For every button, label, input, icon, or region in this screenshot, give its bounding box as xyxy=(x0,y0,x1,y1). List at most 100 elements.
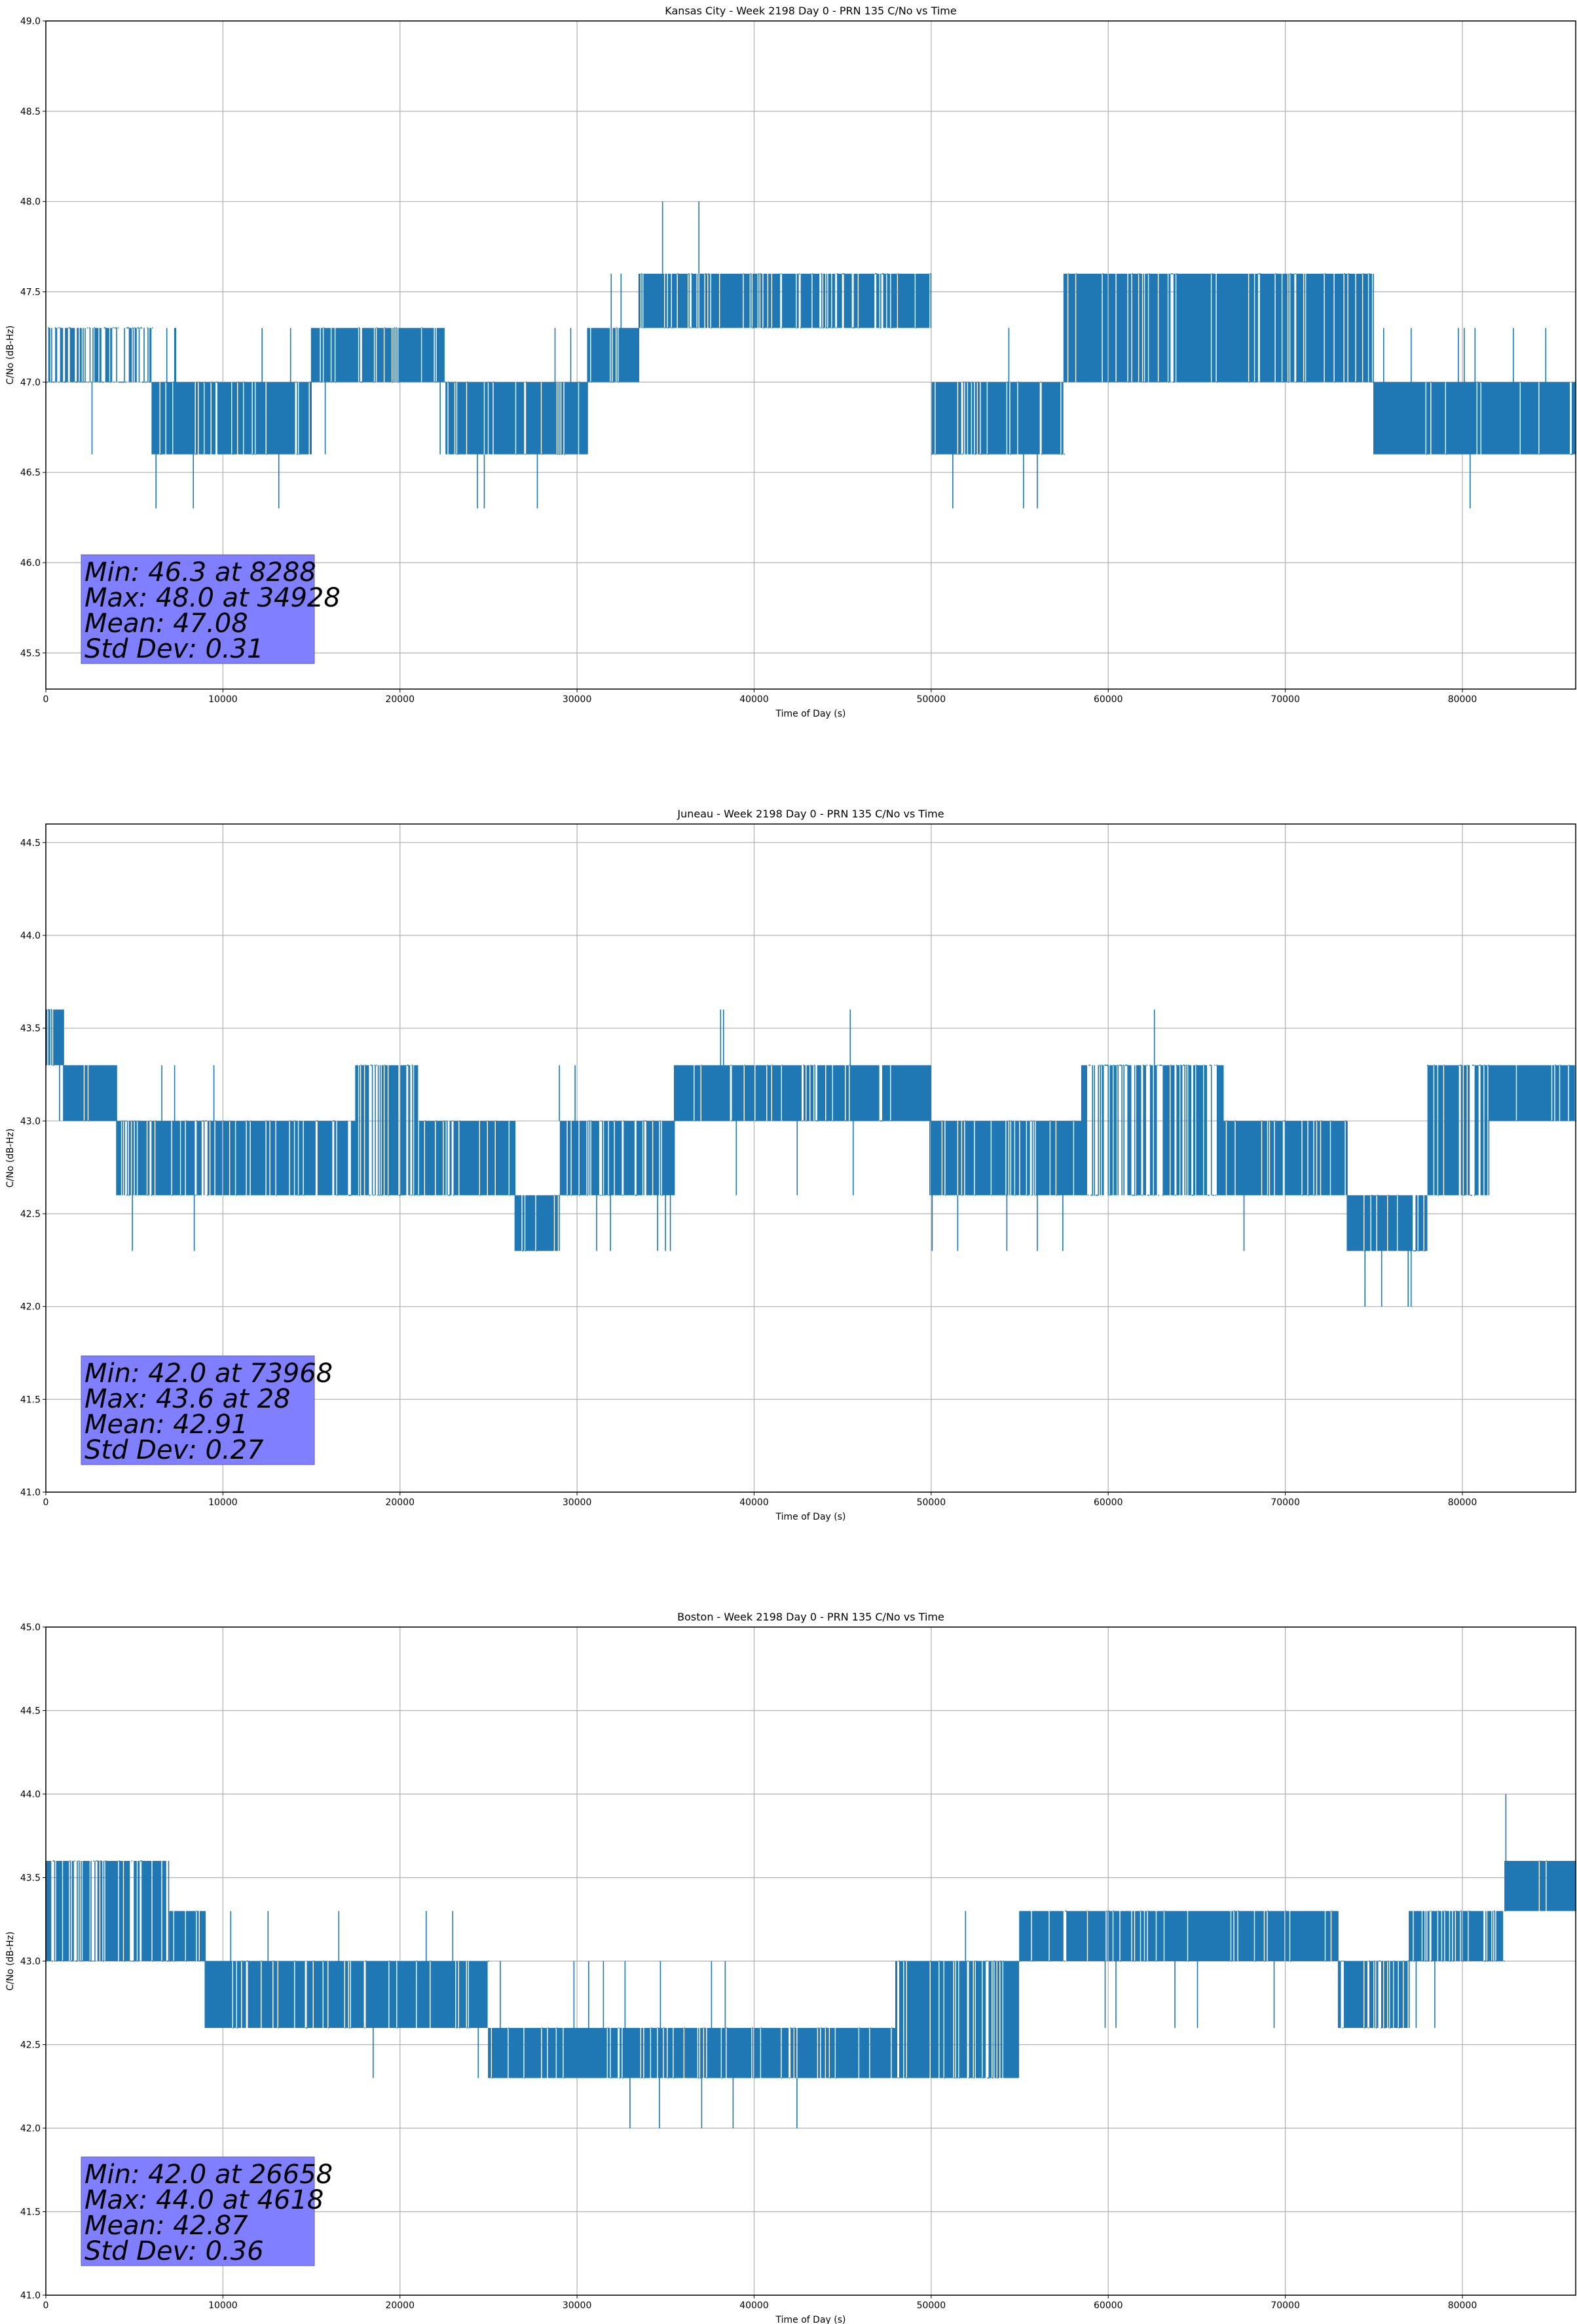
x-tick-label: 70000 xyxy=(1271,2300,1300,2311)
series-line xyxy=(587,273,640,383)
stat-mean: Mean: 47.08 xyxy=(84,609,248,639)
x-tick-label: 50000 xyxy=(917,2300,946,2311)
stat-std-dev: Std Dev: 0.27 xyxy=(84,1435,264,1465)
x-tick-label: 30000 xyxy=(563,2300,592,2311)
series-line xyxy=(488,1961,896,2128)
x-tick-label: 70000 xyxy=(1271,694,1300,705)
stat-std-dev: Std Dev: 0.31 xyxy=(84,634,264,664)
series-line xyxy=(1488,1064,1576,1122)
stat-std-dev: Std Dev: 0.36 xyxy=(84,2236,264,2266)
x-tick-label: 20000 xyxy=(385,2300,415,2311)
stat-max: Max: 44.0 at 4618 xyxy=(84,2185,324,2215)
y-tick-label: 46.0 xyxy=(20,558,41,569)
chart-title: Kansas City - Week 2198 Day 0 - PRN 135 … xyxy=(665,5,956,17)
stat-min: Min: 42.0 at 73968 xyxy=(84,1359,333,1389)
stat-mean: Mean: 42.91 xyxy=(84,1410,248,1440)
x-tick-label: 20000 xyxy=(385,694,415,705)
series-line xyxy=(1337,1960,1410,2029)
series-line xyxy=(1019,1910,1339,2028)
x-tick-label: 40000 xyxy=(739,694,769,705)
y-tick-label: 41.5 xyxy=(20,2207,41,2218)
x-tick-label: 70000 xyxy=(1271,1497,1300,1508)
x-tick-label: 10000 xyxy=(208,2300,238,2311)
series-line xyxy=(45,1009,64,1121)
stats-box: Min: 42.0 at 73968 Max: 43.6 at 28 Mean:… xyxy=(81,1355,333,1465)
series-line xyxy=(355,1064,418,1196)
series-line xyxy=(1063,273,1374,383)
y-tick-label: 43.0 xyxy=(20,1957,41,1967)
panel-boston: Boston - Week 2198 Day 0 - PRN 135 C/No … xyxy=(5,1611,1576,2324)
stats-box-background xyxy=(81,1355,315,1465)
stat-max: Max: 48.0 at 34928 xyxy=(84,583,341,613)
x-tick-label: 40000 xyxy=(739,1497,769,1508)
series-line xyxy=(417,1120,516,1196)
panel-kansas-city: Kansas City - Week 2198 Day 0 - PRN 135 … xyxy=(5,5,1576,719)
y-tick-label: 47.0 xyxy=(20,377,41,388)
chart-title: Boston - Week 2198 Day 0 - PRN 135 C/No … xyxy=(677,1611,944,1623)
series-line xyxy=(514,1194,560,1252)
y-tick-label: 49.0 xyxy=(20,16,41,27)
series-line xyxy=(116,1065,356,1251)
y-tick-label: 44.5 xyxy=(20,1706,41,1717)
stat-max: Max: 43.6 at 28 xyxy=(84,1384,290,1414)
series-line xyxy=(559,1065,675,1251)
series-line xyxy=(1373,328,1576,509)
series-line xyxy=(931,328,1065,509)
series-line xyxy=(204,1911,489,2078)
y-axis-label: C/No (dB-Hz) xyxy=(5,1932,16,1991)
plot-frame xyxy=(45,20,1576,690)
series-line xyxy=(1223,1120,1348,1251)
series-line xyxy=(169,1910,206,1962)
x-axis-label: Time of Day (s) xyxy=(775,709,846,719)
x-tick-label: 30000 xyxy=(563,694,592,705)
series-line xyxy=(310,327,447,455)
series-line xyxy=(674,1009,932,1195)
y-tick-label: 48.0 xyxy=(20,197,41,208)
series-line xyxy=(63,1065,117,1122)
y-tick-label: 41.0 xyxy=(20,2291,41,2301)
plot-frame xyxy=(45,1626,1576,2296)
series-line xyxy=(1346,1194,1428,1307)
x-tick-label: 30000 xyxy=(563,1497,592,1508)
y-tick-label: 44.0 xyxy=(20,1790,41,1800)
series-line xyxy=(1504,1794,1576,1911)
y-tick-label: 45.0 xyxy=(20,1622,41,1633)
x-tick-label: 50000 xyxy=(917,1497,946,1508)
x-tick-label: 80000 xyxy=(1448,694,1477,705)
x-tick-label: 80000 xyxy=(1448,2300,1477,2311)
y-tick-label: 42.0 xyxy=(20,2124,41,2134)
series-line xyxy=(445,328,588,509)
x-tick-label: 50000 xyxy=(917,694,946,705)
y-tick-label: 43.5 xyxy=(20,1024,41,1034)
panel-juneau: Juneau - Week 2198 Day 0 - PRN 135 C/No … xyxy=(5,808,1576,1522)
y-tick-label: 44.0 xyxy=(20,931,41,941)
series-line xyxy=(151,328,312,509)
x-tick-label: 40000 xyxy=(739,2300,769,2311)
x-tick-label: 0 xyxy=(43,2300,49,2311)
x-tick-label: 80000 xyxy=(1448,1497,1477,1508)
chart-title: Juneau - Week 2198 Day 0 - PRN 135 C/No … xyxy=(677,808,944,820)
y-tick-label: 41.0 xyxy=(20,1488,41,1498)
plot-frame xyxy=(45,823,1576,1493)
y-axis-label: C/No (dB-Hz) xyxy=(5,1129,16,1188)
stats-box: Min: 46.3 at 8288 Max: 48.0 at 34928 Mea… xyxy=(81,554,341,664)
stats-box-background xyxy=(81,2156,315,2266)
y-tick-label: 47.5 xyxy=(20,288,41,298)
y-tick-label: 42.5 xyxy=(20,2040,41,2051)
x-tick-label: 10000 xyxy=(208,1497,238,1508)
y-axis-label: C/No (dB-Hz) xyxy=(5,326,16,384)
data-series xyxy=(45,1009,1576,1307)
series-line xyxy=(1081,1009,1224,1196)
x-tick-label: 60000 xyxy=(1094,2300,1123,2311)
stat-min: Min: 42.0 at 26658 xyxy=(84,2160,333,2190)
x-tick-label: 20000 xyxy=(385,1497,415,1508)
data-series xyxy=(45,1794,1576,2128)
y-tick-label: 44.5 xyxy=(20,838,41,848)
y-tick-label: 41.5 xyxy=(20,1395,41,1405)
x-tick-label: 0 xyxy=(43,694,49,705)
y-tick-label: 43.0 xyxy=(20,1116,41,1127)
series-line xyxy=(727,273,932,329)
y-tick-label: 42.5 xyxy=(20,1209,41,1220)
x-axis-label: Time of Day (s) xyxy=(775,2315,846,2324)
